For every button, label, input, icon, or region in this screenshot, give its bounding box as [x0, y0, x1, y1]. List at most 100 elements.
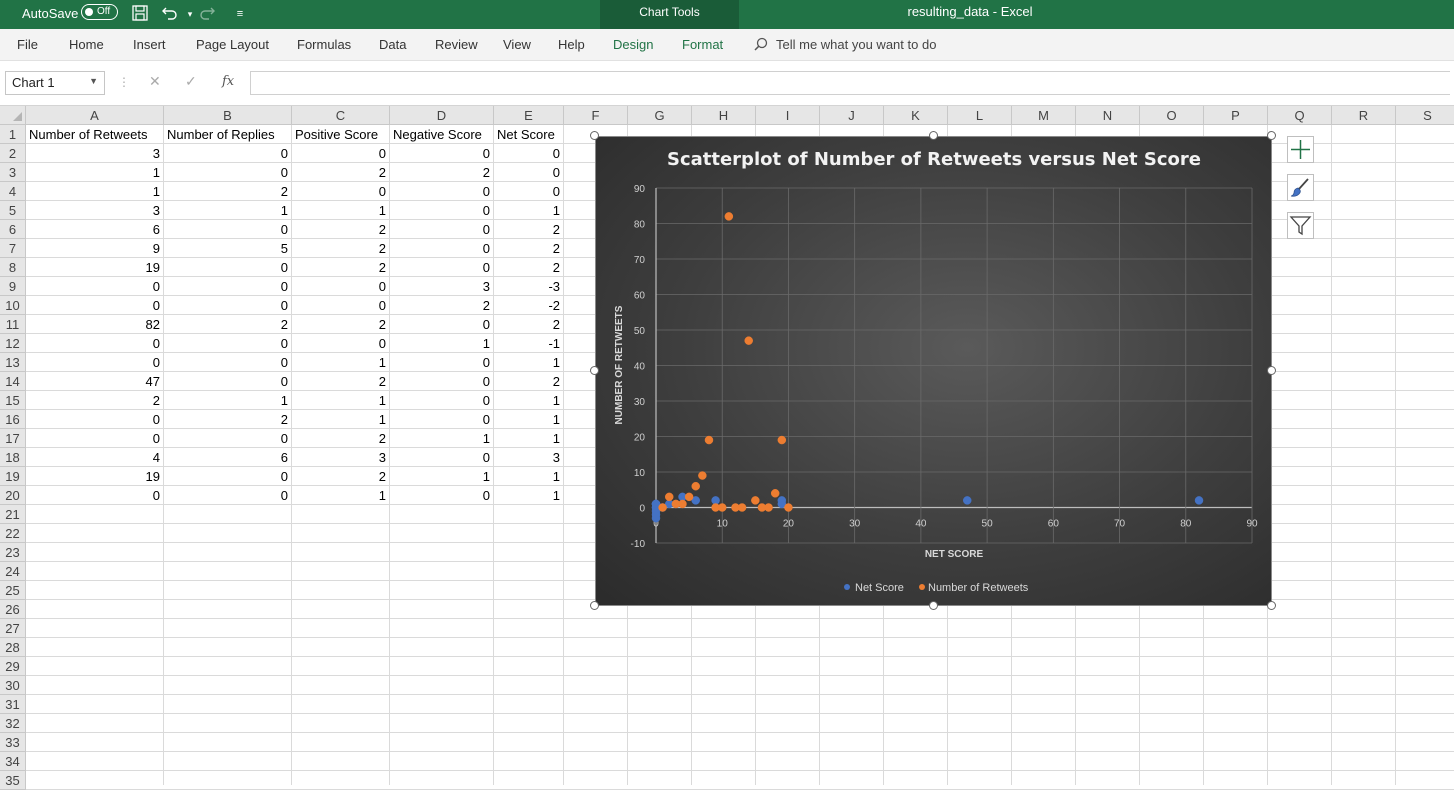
data-cell[interactable]: 1	[494, 391, 564, 410]
data-cell[interactable]: 0	[164, 277, 292, 296]
tab-view[interactable]: View	[503, 37, 531, 52]
column-header-k[interactable]: K	[884, 106, 948, 125]
data-cell[interactable]: 1	[390, 467, 494, 486]
row-header-32[interactable]: 32	[0, 714, 26, 733]
data-cell[interactable]: 2	[494, 258, 564, 277]
data-cell[interactable]: 1	[164, 391, 292, 410]
row-header-5[interactable]: 5	[0, 201, 26, 220]
data-cell[interactable]: 2	[164, 315, 292, 334]
tab-design[interactable]: Design	[613, 37, 654, 52]
row-header-23[interactable]: 23	[0, 543, 26, 562]
chart-styles-button[interactable]	[1287, 174, 1314, 201]
data-cell[interactable]: 2	[164, 410, 292, 429]
column-header-g[interactable]: G	[628, 106, 692, 125]
header-cell[interactable]: Negative Score	[390, 125, 494, 144]
data-cell[interactable]: 1	[292, 486, 390, 505]
data-cell[interactable]: 4	[26, 448, 164, 467]
data-cell[interactable]: 1	[26, 182, 164, 201]
undo-dropdown-icon[interactable]: ▾	[187, 9, 193, 19]
data-cell[interactable]: 19	[26, 258, 164, 277]
tab-home[interactable]: Home	[69, 37, 104, 52]
column-header-s[interactable]: S	[1396, 106, 1454, 125]
row-header-28[interactable]: 28	[0, 638, 26, 657]
row-header-30[interactable]: 30	[0, 676, 26, 695]
row-header-27[interactable]: 27	[0, 619, 26, 638]
column-header-j[interactable]: J	[820, 106, 884, 125]
resize-handle-bottom-left[interactable]	[590, 601, 599, 610]
data-cell[interactable]: 0	[292, 334, 390, 353]
data-cell[interactable]: 2	[292, 467, 390, 486]
data-cell[interactable]: 0	[164, 334, 292, 353]
data-cell[interactable]: 1	[494, 353, 564, 372]
undo-icon[interactable]	[160, 4, 180, 24]
row-header-7[interactable]: 7	[0, 239, 26, 258]
data-cell[interactable]: 9	[26, 239, 164, 258]
worksheet-grid[interactable]: A B C D E F G H I J K L M N O P Q R S 1 2 3 4 5 6 7 8 9 10 11 12 13 14 15…	[0, 106, 1454, 790]
row-header-10[interactable]: 10	[0, 296, 26, 315]
row-header-8[interactable]: 8	[0, 258, 26, 277]
row-header-14[interactable]: 14	[0, 372, 26, 391]
name-box-dropdown-icon[interactable]: ▼	[89, 76, 98, 86]
data-cell[interactable]: 0	[164, 353, 292, 372]
header-cell[interactable]: Positive Score	[292, 125, 390, 144]
data-cell[interactable]: 2	[292, 429, 390, 448]
data-cell[interactable]: 2	[292, 372, 390, 391]
data-cell[interactable]: 1	[292, 201, 390, 220]
data-cell[interactable]: 2	[390, 163, 494, 182]
row-header-4[interactable]: 4	[0, 182, 26, 201]
row-header-16[interactable]: 16	[0, 410, 26, 429]
data-cell[interactable]: 0	[164, 467, 292, 486]
resize-handle-right[interactable]	[1267, 366, 1276, 375]
data-cell[interactable]: 0	[26, 353, 164, 372]
data-cell[interactable]: 0	[494, 144, 564, 163]
row-header-25[interactable]: 25	[0, 581, 26, 600]
row-header-1[interactable]: 1	[0, 125, 26, 144]
data-cell[interactable]: 6	[164, 448, 292, 467]
data-cell[interactable]: 2	[292, 315, 390, 334]
data-cell[interactable]: 0	[26, 277, 164, 296]
row-header-21[interactable]: 21	[0, 505, 26, 524]
autosave-toggle[interactable]: Off	[81, 4, 118, 20]
header-cell[interactable]: Number of Replies	[164, 125, 292, 144]
data-cell[interactable]: 1	[494, 467, 564, 486]
save-icon[interactable]	[130, 4, 150, 24]
column-header-a[interactable]: A	[26, 106, 164, 125]
resize-handle-left[interactable]	[590, 366, 599, 375]
data-cell[interactable]: 0	[390, 258, 494, 277]
column-header-i[interactable]: I	[756, 106, 820, 125]
data-cell[interactable]: 0	[26, 429, 164, 448]
data-cell[interactable]: 1	[26, 163, 164, 182]
data-cell[interactable]: 1	[494, 201, 564, 220]
data-cell[interactable]: 5	[164, 239, 292, 258]
column-header-n[interactable]: N	[1076, 106, 1140, 125]
customize-qat-icon[interactable]: ≡	[236, 8, 244, 20]
column-header-d[interactable]: D	[390, 106, 494, 125]
row-header-29[interactable]: 29	[0, 657, 26, 676]
data-cell[interactable]: -3	[494, 277, 564, 296]
resize-handle-top[interactable]	[929, 131, 938, 140]
data-cell[interactable]: 0	[292, 182, 390, 201]
row-header-19[interactable]: 19	[0, 467, 26, 486]
data-cell[interactable]: 3	[292, 448, 390, 467]
data-cell[interactable]: 1	[494, 486, 564, 505]
header-cell[interactable]: Net Score	[494, 125, 564, 144]
data-cell[interactable]: 0	[292, 144, 390, 163]
data-cell[interactable]: 0	[390, 410, 494, 429]
select-all-corner[interactable]	[0, 106, 26, 125]
data-cell[interactable]: 3	[390, 277, 494, 296]
data-cell[interactable]: 1	[390, 429, 494, 448]
data-cell[interactable]: 0	[390, 391, 494, 410]
column-header-m[interactable]: M	[1012, 106, 1076, 125]
data-cell[interactable]: 0	[292, 296, 390, 315]
tab-data[interactable]: Data	[379, 37, 407, 52]
column-header-b[interactable]: B	[164, 106, 292, 125]
data-cell[interactable]: 2	[292, 239, 390, 258]
scatter-chart[interactable]: Scatterplot of Number of Retweets versus…	[595, 136, 1272, 606]
row-header-34[interactable]: 34	[0, 752, 26, 771]
cancel-icon[interactable]: ✕	[149, 73, 161, 89]
data-cell[interactable]: 0	[390, 220, 494, 239]
data-cell[interactable]: 2	[494, 220, 564, 239]
tell-me-search[interactable]: Tell me what you want to do	[754, 37, 936, 52]
data-cell[interactable]: 0	[164, 372, 292, 391]
column-header-q[interactable]: Q	[1268, 106, 1332, 125]
